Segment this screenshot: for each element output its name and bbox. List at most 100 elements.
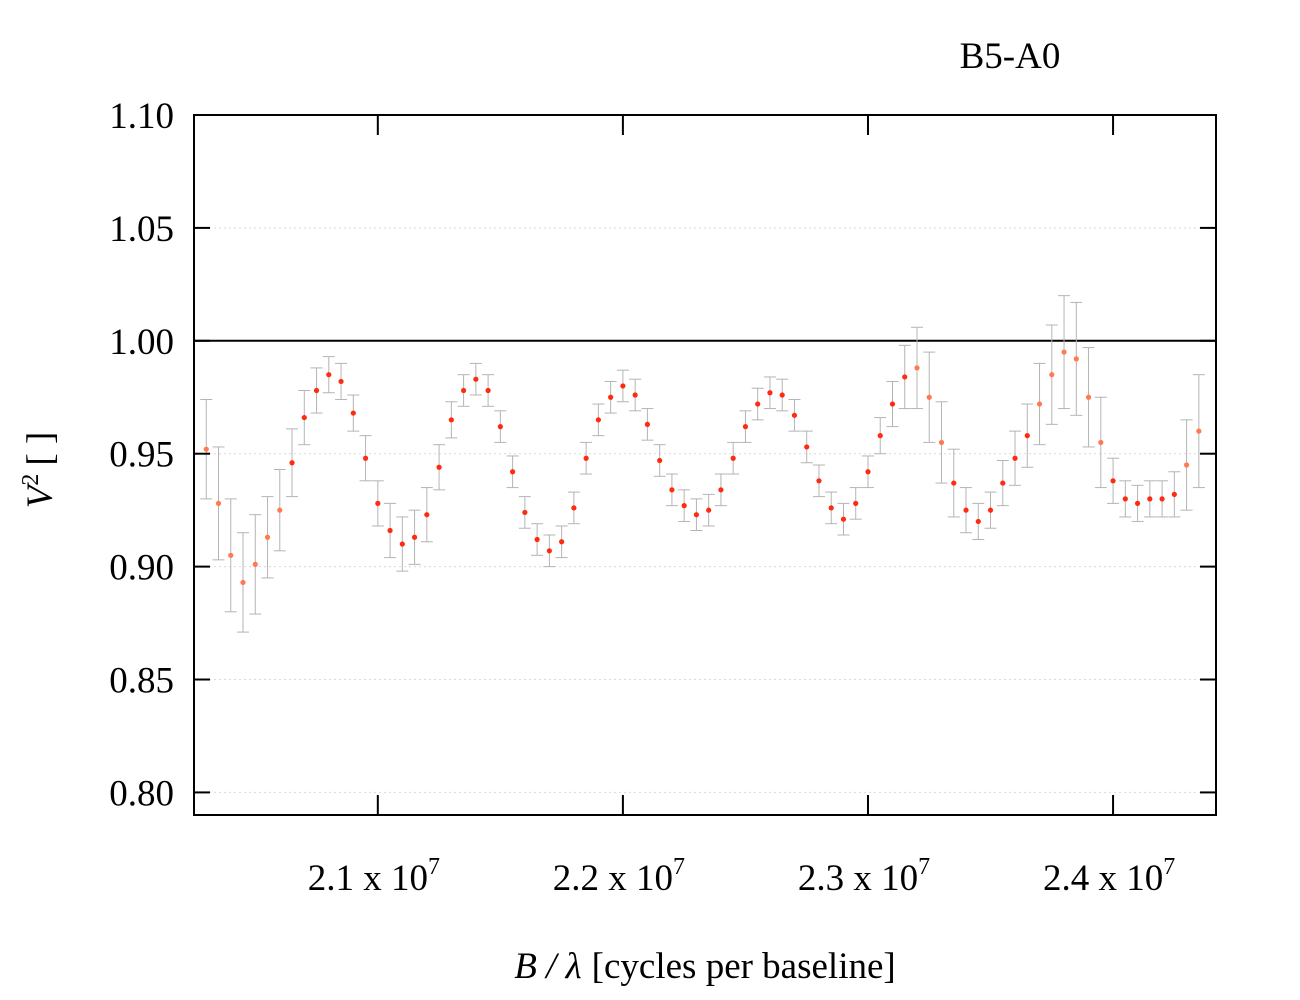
x-tick-exponent: 7 xyxy=(673,854,685,880)
x-tick-label: 2.2 x 107 xyxy=(553,854,685,899)
data-point xyxy=(1122,496,1128,502)
data-point xyxy=(828,505,834,511)
plot-frame xyxy=(193,114,1217,816)
x-tick-mantissa: 2.4 x 10 xyxy=(1043,858,1163,899)
data-point xyxy=(313,387,320,394)
data-point xyxy=(1024,433,1030,439)
data-point xyxy=(215,500,222,506)
data-point xyxy=(240,579,246,586)
data-point xyxy=(1171,491,1177,497)
data-point xyxy=(1049,372,1055,378)
y-tick-label: 0.90 xyxy=(109,548,174,589)
data-point xyxy=(473,376,479,382)
x-axis-label: B / λ [cycles per baseline] xyxy=(514,946,895,987)
data-point xyxy=(1196,428,1202,434)
data-point xyxy=(583,455,589,461)
x-axis-rest: [cycles per baseline] xyxy=(592,946,896,987)
data-point xyxy=(228,552,234,558)
data-point xyxy=(938,439,945,446)
data-point xyxy=(632,392,638,398)
y-tick-label: 1.05 xyxy=(109,209,174,250)
data-point xyxy=(889,401,896,407)
x-tick-exponent: 7 xyxy=(1163,854,1175,880)
error-bars xyxy=(200,295,1205,633)
data-point xyxy=(534,536,540,543)
x-tick-label: 2.3 x 107 xyxy=(798,854,930,899)
data-point xyxy=(718,487,724,493)
data-point xyxy=(362,455,369,461)
data-point xyxy=(522,509,528,516)
data-point xyxy=(693,512,700,518)
data-point xyxy=(1110,478,1116,484)
data-point xyxy=(742,424,749,430)
y-axis-rest: [ ] xyxy=(20,432,61,466)
data-point xyxy=(951,480,957,486)
data-point xyxy=(730,455,736,461)
data-point xyxy=(755,401,761,407)
data-point xyxy=(706,507,712,513)
x-tick-mantissa: 2.3 x 10 xyxy=(798,858,918,899)
data-point xyxy=(779,392,785,398)
data-point xyxy=(252,561,258,567)
data-point xyxy=(326,372,332,378)
data-point xyxy=(510,469,516,475)
data-points xyxy=(203,349,1202,586)
data-point xyxy=(264,534,271,540)
x-ticks: 2.1 x 107 2.2 x 107 2.3 x 107 2.4 x 107 xyxy=(308,115,1175,899)
data-point xyxy=(1183,462,1190,468)
data-point xyxy=(595,417,601,423)
x-tick-label: 2.4 x 107 xyxy=(1043,854,1175,899)
data-point xyxy=(497,424,503,430)
data-point xyxy=(571,505,577,511)
data-point xyxy=(620,383,626,389)
data-point xyxy=(485,387,491,394)
data-point xyxy=(963,507,969,513)
y-tick-label: 0.95 xyxy=(109,435,174,476)
y-ticks: 1.10 1.05 1.00 0.95 0.90 0.85 0.80 xyxy=(109,96,1216,814)
y-tick-label: 0.85 xyxy=(109,661,174,702)
data-point xyxy=(559,539,565,545)
data-point xyxy=(448,417,454,423)
x-tick-mantissa: 2.2 x 10 xyxy=(553,858,673,899)
data-point xyxy=(1061,349,1067,355)
data-point xyxy=(987,507,994,513)
x-tick-mantissa: 2.1 x 10 xyxy=(308,858,428,899)
grid-lines xyxy=(194,114,1216,793)
data-point xyxy=(338,378,344,385)
data-point xyxy=(865,469,871,475)
data-point xyxy=(1073,356,1079,362)
data-point xyxy=(203,446,209,452)
data-point xyxy=(350,410,356,416)
data-point xyxy=(608,394,614,400)
y-tick-label: 0.80 xyxy=(109,773,174,814)
y-axis-sup: 2 xyxy=(18,474,44,486)
data-point xyxy=(669,487,675,493)
data-point xyxy=(926,394,932,400)
data-point xyxy=(791,412,798,418)
x-tick-exponent: 7 xyxy=(428,854,440,880)
data-point xyxy=(1000,480,1006,486)
data-point xyxy=(1098,439,1104,446)
data-point xyxy=(767,390,773,396)
data-point xyxy=(877,433,883,439)
y-tick-label: 1.00 xyxy=(109,322,174,363)
data-point xyxy=(657,457,663,464)
data-point xyxy=(1012,455,1018,461)
data-point xyxy=(460,387,467,394)
data-point xyxy=(1159,496,1165,502)
data-point xyxy=(387,527,393,534)
x-axis-var: B / λ xyxy=(514,946,581,987)
data-point xyxy=(301,414,307,421)
data-point xyxy=(975,518,981,525)
x-tick-exponent: 7 xyxy=(918,854,930,880)
data-point xyxy=(644,421,651,427)
data-point xyxy=(914,365,920,371)
data-point xyxy=(411,534,418,540)
data-point xyxy=(546,548,552,554)
data-point xyxy=(681,503,687,509)
y-axis-label: V2 [ ] xyxy=(18,432,61,509)
chart-title: B5-A0 xyxy=(960,36,1061,77)
data-point xyxy=(840,516,847,522)
data-point xyxy=(1147,496,1153,502)
